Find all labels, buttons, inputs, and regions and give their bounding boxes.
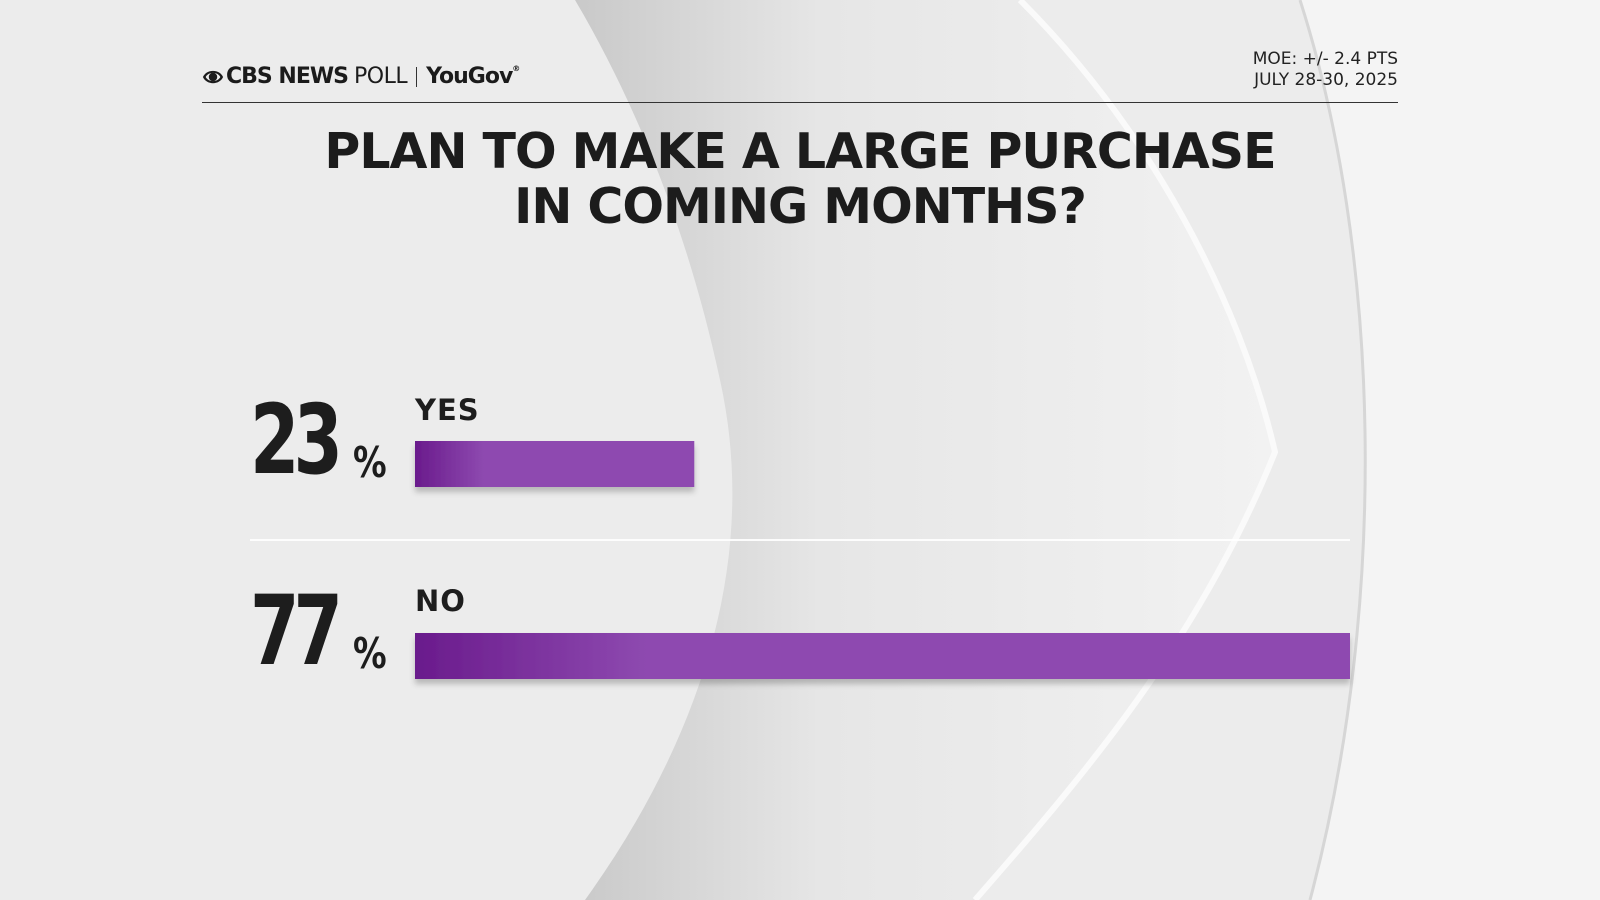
bar-yes [415,441,695,487]
value-label-yes: 23 % [250,384,405,488]
percent-sign-yes: % [353,438,387,487]
header-divider [202,102,1398,103]
brand-yougov: YouGov® [426,64,520,89]
poll-brand-logo: CBS NEWS POLL YouGov® [202,64,520,89]
row-divider [250,539,1350,541]
bar-no [415,633,1350,679]
percent-sign-no: % [353,629,387,678]
category-label-yes: YES [415,393,480,427]
chart-title-line-1: PLAN TO MAKE A LARGE PURCHASE [324,123,1276,180]
cbs-eye-icon [202,70,224,83]
category-label-no: NO [415,584,466,618]
value-label-no: 77 % [250,575,405,679]
margin-of-error: MOE: +/- 2.4 PTS [1252,49,1398,69]
poll-dates: JULY 28-30, 2025 [1254,70,1398,90]
brand-poll: POLL [353,64,408,89]
chart-title-line-2: IN COMING MONTHS? [514,178,1087,235]
brand-separator [416,66,418,87]
poll-meta: MOE: +/- 2.4 PTS JULY 28-30, 2025 [1253,49,1398,91]
brand-cbs-news: CBS NEWS [226,64,349,89]
